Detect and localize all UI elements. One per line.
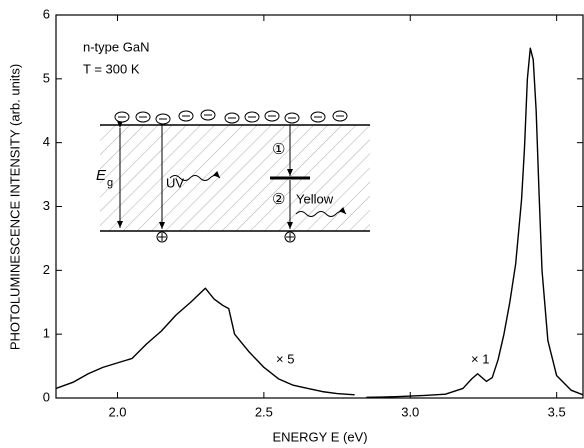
- y-tick-label: 0: [43, 389, 50, 404]
- x-tick-label: 3.5: [548, 404, 566, 419]
- y-tick-label: 2: [43, 262, 50, 277]
- scale-edge: × 1: [471, 351, 489, 366]
- spectrum-line: [55, 47, 584, 399]
- x-tick-label: 2.0: [108, 404, 126, 419]
- x-axis-label: ENERGY E (eV): [272, 429, 367, 444]
- temperature-label: T = 300 K: [83, 61, 140, 76]
- y-tick-label: 3: [43, 198, 50, 213]
- y-tick-label: 5: [43, 70, 50, 85]
- y-axis-label: PHOTOLUMINESCENCE INTENSITY (arb. units): [7, 64, 22, 350]
- step-2: ②: [272, 191, 285, 208]
- gap-subscript: g: [107, 177, 113, 189]
- gap-symbol: E: [96, 167, 107, 184]
- yellow-label: Yellow: [296, 191, 334, 206]
- y-tick-label: 6: [43, 6, 50, 21]
- scale-yellow: × 5: [276, 351, 294, 366]
- y-tick-label: 4: [43, 134, 50, 149]
- x-tick-label: 3.0: [401, 404, 419, 419]
- uv-label: UV: [166, 175, 184, 190]
- x-tick-label: 2.5: [255, 404, 273, 419]
- sample-label: n-type GaN: [83, 39, 149, 54]
- inset-diagram: [100, 109, 370, 243]
- y-tick-label: 1: [43, 326, 50, 341]
- step-1: ①: [272, 141, 285, 158]
